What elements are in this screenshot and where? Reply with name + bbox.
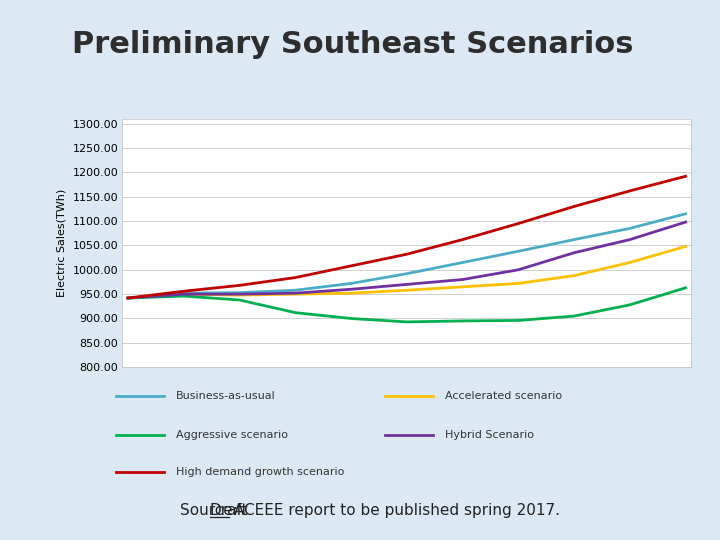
- Line: Accelerated scenario: Accelerated scenario: [128, 246, 685, 298]
- High demand growth scenario: [402, 251, 411, 258]
- Text: High demand growth scenario: High demand growth scenario: [176, 467, 344, 477]
- Aggressive scenario: [179, 293, 188, 299]
- High demand growth scenario: [291, 274, 300, 281]
- Hybrid Scenario: [626, 237, 634, 243]
- Accelerated scenario: [458, 284, 467, 290]
- Text: Business-as-usual: Business-as-usual: [176, 392, 276, 401]
- Aggressive scenario: [347, 315, 356, 322]
- Business-as-usual: [124, 295, 132, 301]
- Accelerated scenario: [347, 290, 356, 296]
- Accelerated scenario: [514, 280, 523, 287]
- Aggressive scenario: [570, 313, 578, 319]
- Business-as-usual: [514, 248, 523, 254]
- Accelerated scenario: [235, 292, 244, 299]
- High demand growth scenario: [626, 187, 634, 194]
- High demand growth scenario: [458, 237, 467, 243]
- Business-as-usual: [291, 287, 300, 293]
- Text: Preliminary Southeast Scenarios: Preliminary Southeast Scenarios: [72, 30, 634, 59]
- Hybrid Scenario: [514, 267, 523, 273]
- Line: High demand growth scenario: High demand growth scenario: [128, 176, 685, 298]
- Aggressive scenario: [626, 302, 634, 308]
- Business-as-usual: [458, 259, 467, 266]
- Business-as-usual: [681, 211, 690, 217]
- Hybrid Scenario: [402, 281, 411, 288]
- Text: Aggressive scenario: Aggressive scenario: [176, 430, 288, 440]
- Business-as-usual: [570, 237, 578, 243]
- Accelerated scenario: [570, 272, 578, 279]
- High demand growth scenario: [347, 262, 356, 269]
- Text: ACEEE report to be published spring 2017.: ACEEE report to be published spring 2017…: [229, 503, 559, 518]
- Line: Business-as-usual: Business-as-usual: [128, 214, 685, 298]
- Business-as-usual: [402, 271, 411, 277]
- High demand growth scenario: [179, 288, 188, 294]
- Y-axis label: Electric Sales(TWh): Electric Sales(TWh): [57, 189, 67, 297]
- High demand growth scenario: [681, 173, 690, 179]
- Line: Aggressive scenario: Aggressive scenario: [128, 288, 685, 322]
- Hybrid Scenario: [681, 219, 690, 225]
- Hybrid Scenario: [179, 291, 188, 298]
- Accelerated scenario: [681, 243, 690, 249]
- Aggressive scenario: [681, 285, 690, 291]
- Text: Source:: Source:: [180, 503, 243, 518]
- Business-as-usual: [179, 290, 188, 296]
- Hybrid Scenario: [570, 249, 578, 256]
- High demand growth scenario: [124, 295, 132, 301]
- Hybrid Scenario: [458, 276, 467, 283]
- Aggressive scenario: [458, 318, 467, 324]
- Hybrid Scenario: [235, 291, 244, 298]
- Hybrid Scenario: [291, 290, 300, 296]
- High demand growth scenario: [514, 220, 523, 227]
- Text: Hybrid Scenario: Hybrid Scenario: [445, 430, 534, 440]
- Text: Accelerated scenario: Accelerated scenario: [445, 392, 562, 401]
- Aggressive scenario: [291, 309, 300, 316]
- Accelerated scenario: [179, 291, 188, 298]
- Accelerated scenario: [291, 291, 300, 298]
- High demand growth scenario: [235, 282, 244, 288]
- Aggressive scenario: [235, 297, 244, 303]
- Aggressive scenario: [124, 295, 132, 301]
- Business-as-usual: [235, 289, 244, 296]
- Business-as-usual: [626, 225, 634, 232]
- Line: Hybrid Scenario: Hybrid Scenario: [128, 222, 685, 298]
- Hybrid Scenario: [124, 295, 132, 301]
- Accelerated scenario: [124, 295, 132, 301]
- Accelerated scenario: [402, 287, 411, 293]
- Aggressive scenario: [514, 317, 523, 323]
- Hybrid Scenario: [347, 286, 356, 293]
- High demand growth scenario: [570, 203, 578, 210]
- Aggressive scenario: [402, 319, 411, 325]
- Accelerated scenario: [626, 259, 634, 266]
- Text: Draft: Draft: [210, 503, 248, 518]
- Business-as-usual: [347, 280, 356, 287]
